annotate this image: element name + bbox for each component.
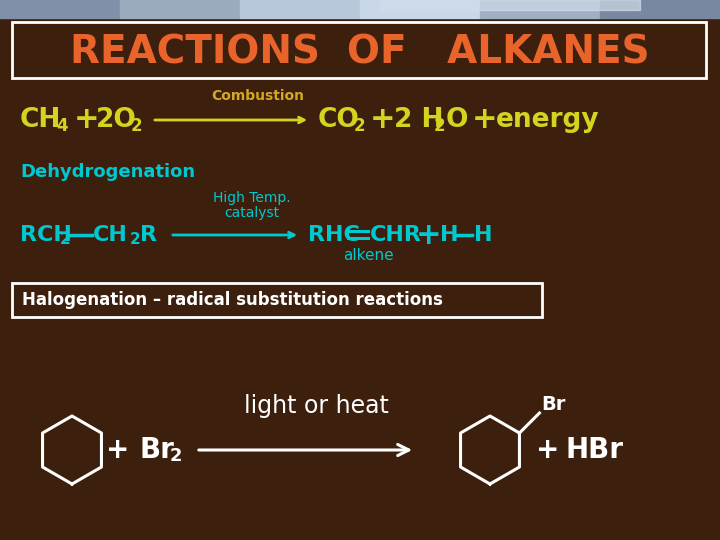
Text: Dehydrogenation: Dehydrogenation: [20, 163, 195, 181]
Bar: [0, 0, 120, 18]
Text: energy: energy: [496, 107, 600, 133]
Text: Halogenation – radical substitution reactions: Halogenation – radical substitution reac…: [22, 291, 443, 309]
Text: Br: Br: [541, 395, 566, 415]
Bar: [360, 0, 480, 18]
Text: 2: 2: [130, 233, 140, 247]
Text: +: +: [74, 105, 99, 134]
Bar: [12, 283, 542, 317]
Text: RCH: RCH: [20, 225, 72, 245]
Text: H: H: [474, 225, 492, 245]
Text: catalyst: catalyst: [225, 206, 279, 220]
Bar: [480, 0, 600, 18]
Bar: [120, 0, 240, 18]
Text: 4: 4: [56, 117, 68, 135]
Text: 2: 2: [354, 117, 366, 135]
Text: R: R: [140, 225, 157, 245]
Text: 2: 2: [434, 117, 446, 135]
Text: +: +: [472, 105, 498, 134]
Text: Combustion: Combustion: [212, 89, 305, 103]
Text: RHC: RHC: [308, 225, 360, 245]
Bar: [240, 0, 360, 18]
Text: 2: 2: [170, 447, 182, 465]
Text: +: +: [416, 220, 441, 249]
Text: +: +: [536, 436, 559, 464]
Text: High Temp.: High Temp.: [213, 191, 291, 205]
Text: 2: 2: [131, 117, 143, 135]
Text: alkene: alkene: [343, 247, 393, 262]
Text: REACTIONS  OF   ALKANES: REACTIONS OF ALKANES: [70, 34, 650, 72]
Text: +: +: [370, 105, 395, 134]
Text: H: H: [440, 225, 459, 245]
Text: 2 H: 2 H: [394, 107, 444, 133]
Bar: [600, 0, 720, 18]
Text: CH: CH: [20, 107, 61, 133]
Text: HBr: HBr: [566, 436, 624, 464]
Text: 2O: 2O: [96, 107, 137, 133]
Text: CO: CO: [318, 107, 360, 133]
Text: +: +: [107, 436, 130, 464]
Text: Br: Br: [140, 436, 175, 464]
Text: 2: 2: [60, 233, 71, 247]
Text: O: O: [446, 107, 469, 133]
Text: CH: CH: [93, 225, 128, 245]
Bar: [380, 0, 640, 10]
Text: light or heat: light or heat: [243, 394, 388, 418]
Text: CHR: CHR: [370, 225, 422, 245]
Bar: [12, 22, 706, 78]
